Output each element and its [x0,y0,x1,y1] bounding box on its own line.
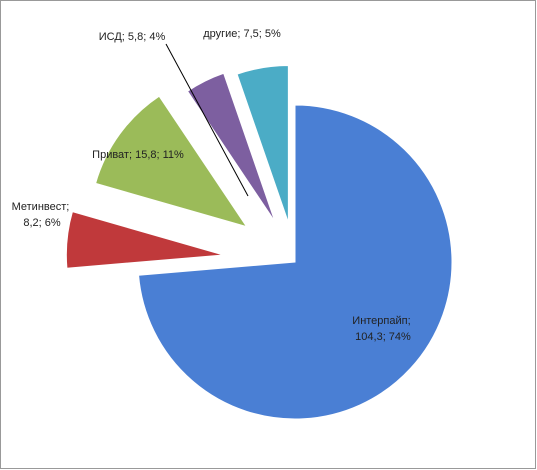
pie-slice [186,72,276,222]
data-label: Метинвест; 8,2; 6% [12,201,73,229]
pie-slice [94,95,248,228]
label-line: другие; 7,5; 5% [203,28,281,40]
label-line: ИСД; 5,8; 4% [99,31,166,43]
label-line: Интерпайп; [352,315,413,327]
pie-slice [65,211,224,269]
data-label: другие; 7,5; 5% [203,28,281,40]
label-line: 8,2; 6% [23,217,61,229]
pie-slice [138,104,453,420]
data-label: ИСД; 5,8; 4% [99,31,166,43]
label-line: Метинвест; [12,201,73,213]
pie-slice [236,65,289,223]
data-label: Интерпайп; 104,3; 74% [352,315,413,343]
leader-line [165,43,249,197]
data-label: Приват; 15,8; 11% [92,149,184,161]
label-line: Приват; 15,8; 11% [92,149,184,161]
label-line: 104,3; 74% [355,331,411,343]
